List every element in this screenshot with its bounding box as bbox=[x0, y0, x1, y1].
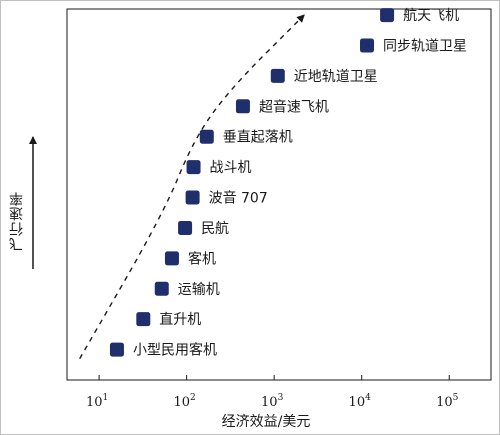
point-label-2: 运输机 bbox=[178, 282, 220, 298]
x-tick-label-4: 105 bbox=[436, 393, 459, 410]
point-label-0: 小型民用客机 bbox=[133, 342, 217, 359]
data-point-0 bbox=[109, 342, 124, 357]
point-label-7: 垂直起落机 bbox=[223, 129, 293, 146]
point-label-1: 直升机 bbox=[159, 311, 201, 328]
data-point-6 bbox=[186, 160, 201, 175]
x-tick-label-1: 102 bbox=[173, 393, 195, 410]
trend-arrow bbox=[79, 14, 305, 360]
point-label-11: 航天飞机 bbox=[403, 8, 459, 24]
point-label-4: 民航 bbox=[201, 221, 229, 237]
point-label-6: 战斗机 bbox=[210, 160, 252, 176]
data-point-11 bbox=[380, 8, 395, 23]
data-point-4 bbox=[178, 220, 193, 235]
data-point-2 bbox=[154, 281, 169, 296]
data-point-5 bbox=[185, 190, 200, 205]
data-point-10 bbox=[360, 38, 375, 53]
point-label-10: 同步轨道卫星 bbox=[383, 38, 467, 54]
point-label-9: 近地轨道卫星 bbox=[294, 69, 378, 85]
x-tick-label-0: 101 bbox=[86, 393, 108, 410]
point-label-8: 超音速飞机 bbox=[259, 98, 329, 115]
x-axis-title: 经济效益/美元 bbox=[221, 414, 311, 430]
point-label-3: 客机 bbox=[188, 250, 216, 267]
data-point-8 bbox=[235, 99, 250, 114]
data-point-7 bbox=[199, 129, 214, 144]
data-point-3 bbox=[164, 251, 179, 266]
data-point-1 bbox=[136, 312, 151, 327]
point-label-5: 波音 707 bbox=[209, 190, 268, 207]
data-point-9 bbox=[270, 68, 285, 83]
x-tick-label-3: 104 bbox=[349, 393, 372, 410]
plot-frame bbox=[66, 8, 492, 381]
x-tick-label-2: 103 bbox=[261, 393, 284, 410]
y-axis-title: 飞行速率 bbox=[9, 191, 25, 251]
